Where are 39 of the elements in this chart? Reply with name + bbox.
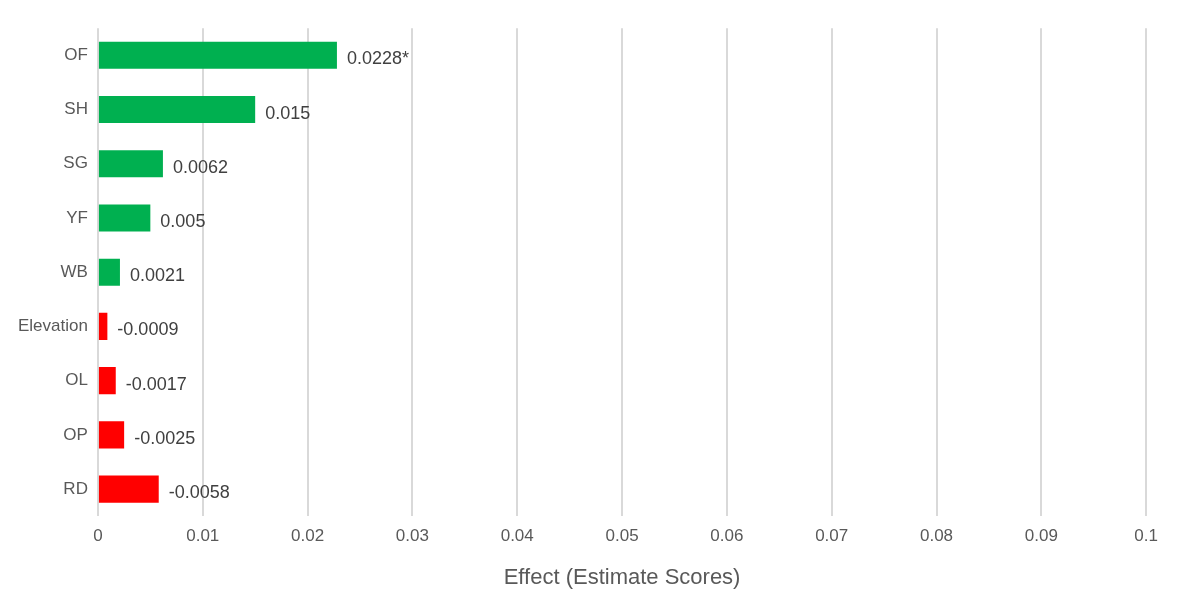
annotation: -0.0025 [134, 427, 196, 448]
y-tick-label: OL [65, 370, 88, 390]
x-axis-title: Effect (Estimate Scores) [503, 563, 741, 589]
x-tick-label: 0.08 [919, 526, 954, 546]
annotation: -0.0017 [125, 373, 187, 394]
x-tick-label: 0.04 [500, 526, 534, 546]
bar [98, 258, 120, 286]
x-tick-label: 0.03 [395, 526, 429, 546]
bar [98, 150, 163, 178]
bar [98, 204, 151, 232]
x-tick-label: 0.07 [815, 526, 849, 546]
y-tick-label: OP [63, 424, 88, 444]
x-tick-label: 0.05 [605, 526, 639, 546]
annotation: 0.015 [265, 102, 311, 123]
y-tick-label: SG [63, 153, 88, 173]
y-tick-label: SH [64, 99, 88, 119]
x-tick-label: 0.02 [291, 526, 325, 546]
y-tick-label: YF [66, 207, 88, 227]
annotation: 0.005 [160, 210, 206, 231]
annotation: -0.0058 [168, 482, 230, 503]
y-tick-label: RD [63, 478, 88, 498]
y-tick-label: OF [64, 45, 88, 64]
x-tick-label: 0.1 [1134, 526, 1158, 546]
annotation: -0.0009 [117, 319, 179, 340]
x-tick-label: 0.09 [1024, 526, 1058, 546]
bar [98, 475, 159, 503]
bar [98, 95, 256, 124]
x-tick-label: 0.01 [186, 526, 220, 546]
annotation: 0.0228* [346, 48, 409, 69]
bar [98, 41, 337, 69]
y-tick-label: WB [60, 261, 88, 281]
annotation: 0.0062 [172, 156, 228, 177]
x-tick-label: 0.06 [710, 526, 744, 546]
bar [98, 367, 116, 395]
y-tick-label: Elevation [18, 316, 88, 336]
bar [98, 421, 125, 449]
x-tick-label: 0 [93, 526, 103, 546]
annotation: 0.0021 [129, 265, 186, 286]
bar [98, 312, 108, 340]
